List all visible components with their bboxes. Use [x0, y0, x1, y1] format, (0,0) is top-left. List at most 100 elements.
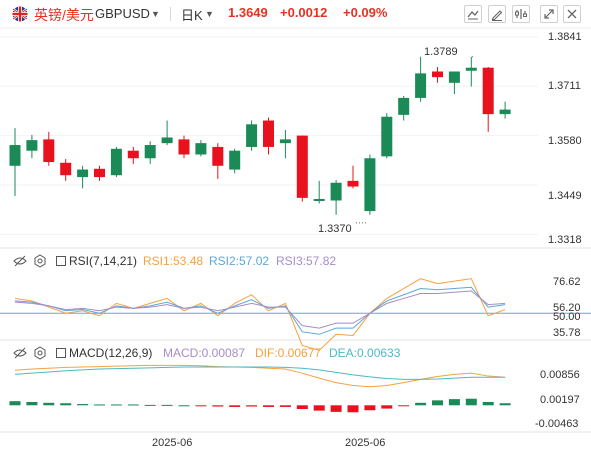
macd-bar — [161, 404, 173, 406]
macd-bar — [246, 405, 258, 407]
candle-body — [279, 139, 291, 144]
gear-icon[interactable] — [33, 346, 47, 360]
candle-body — [9, 145, 21, 166]
dif-line — [14, 364, 506, 388]
settings-icon — [515, 9, 527, 19]
candle-body — [26, 140, 38, 151]
candle-body — [448, 71, 460, 83]
eye-icon[interactable] — [13, 254, 27, 268]
candle-body — [60, 162, 72, 176]
macd-bar — [313, 405, 325, 411]
candle-body — [144, 145, 156, 159]
pair-symbol[interactable]: GBPUSD — [95, 6, 150, 21]
rsi2-line — [14, 286, 506, 335]
macd-bar — [432, 400, 443, 406]
price-tick: 1.3318 — [548, 234, 582, 246]
eye-icon[interactable] — [13, 346, 27, 360]
candle-body — [313, 198, 325, 201]
macd-bar — [178, 405, 190, 407]
candle-body — [195, 143, 207, 155]
macd-bar — [110, 404, 122, 406]
gear-icon[interactable] — [33, 254, 47, 268]
macd-bar — [381, 405, 393, 409]
trend-button[interactable] — [464, 5, 482, 23]
macd-tick: -0.00463 — [535, 418, 579, 430]
symbol-dropdown-icon[interactable]: ▼ — [151, 9, 160, 19]
rsi-tick: 76.62 — [553, 276, 581, 288]
macd-bar — [127, 404, 139, 406]
low-annotation: 1.3370 — [318, 223, 352, 235]
macd-bar — [263, 405, 274, 407]
macd-bar — [448, 399, 460, 406]
candle-body — [364, 158, 376, 212]
candle-body — [178, 139, 190, 155]
macd-bar — [499, 403, 511, 406]
macd-bar — [43, 402, 55, 406]
dea-line — [14, 366, 506, 380]
rsi3-value: RSI3:57.82 — [276, 254, 337, 268]
price-tick: 1.3580 — [548, 135, 582, 147]
dif-value: DIF:0.00677 — [255, 346, 322, 360]
rsi-tick: 56.20 — [553, 302, 581, 314]
macd-bar — [279, 405, 291, 407]
candle-body — [432, 71, 443, 78]
candle-body — [347, 180, 359, 187]
macd-bar — [195, 405, 207, 407]
draw-button[interactable] — [488, 5, 506, 23]
macd-bar — [415, 402, 427, 406]
macd-bar — [296, 405, 308, 409]
candle-body — [465, 67, 477, 71]
candle-body — [330, 182, 342, 201]
pair-name[interactable]: 英镑/美元 — [34, 7, 94, 23]
close-icon — [567, 9, 577, 19]
candle-body — [77, 169, 89, 178]
rsi-tick: 35.78 — [553, 327, 581, 339]
price-change-percent: +0.09% — [343, 5, 388, 20]
candle-body — [110, 148, 122, 176]
price-tick: 1.3841 — [548, 31, 582, 43]
dea-value: DEA:0.00633 — [329, 346, 401, 360]
macd-bar — [77, 404, 89, 406]
rsi1-value: RSI1:53.48 — [143, 254, 204, 268]
trend-icon — [467, 10, 479, 20]
high-annotation: 1.3789 — [424, 46, 458, 58]
macd-value: MACD:0.00087 — [163, 346, 246, 360]
candle-body — [263, 120, 274, 147]
candle-body — [398, 97, 410, 115]
macd-bar — [9, 401, 21, 406]
macd-checkbox[interactable] — [56, 348, 66, 358]
candle-body — [381, 116, 393, 157]
chart-header: 英镑/美元 GBPUSD ▼ 日K ▼ 1.3649 +0.0012 +0.09… — [0, 0, 591, 28]
candle-body — [212, 146, 224, 166]
macd-bar — [60, 403, 72, 406]
close-button[interactable] — [563, 5, 581, 23]
period-selector[interactable]: 日K — [181, 8, 203, 23]
expand-button[interactable] — [540, 5, 558, 23]
header-divider — [170, 7, 171, 21]
macd-tick: 0.00197 — [540, 394, 580, 406]
last-price: 1.3649 — [228, 5, 268, 20]
period-dropdown-icon[interactable]: ▼ — [205, 9, 214, 19]
candle-body — [482, 67, 494, 115]
macd-bar — [398, 405, 410, 407]
candle-body — [415, 73, 427, 98]
macd-bar — [347, 405, 359, 413]
price-change: +0.0012 — [280, 5, 328, 20]
rsi1-line — [14, 278, 506, 351]
macd-bar — [465, 398, 477, 406]
date-label: 2025-06 — [345, 437, 386, 449]
candle-body — [127, 150, 139, 159]
candle-body — [499, 109, 511, 115]
pencil-icon — [491, 10, 503, 21]
macd-bar — [229, 405, 241, 407]
candle-body — [229, 150, 241, 170]
indicator-settings-button[interactable] — [512, 5, 530, 23]
rsi-label: RSI(7,14,21) — [69, 254, 138, 268]
rsi-checkbox[interactable] — [56, 256, 66, 266]
price-tick: 1.3449 — [548, 190, 582, 202]
expand-icon — [544, 9, 554, 19]
candle-body — [43, 139, 55, 163]
rsi2-value: RSI2:57.02 — [209, 254, 270, 268]
price-tick: 1.3711 — [548, 80, 581, 92]
